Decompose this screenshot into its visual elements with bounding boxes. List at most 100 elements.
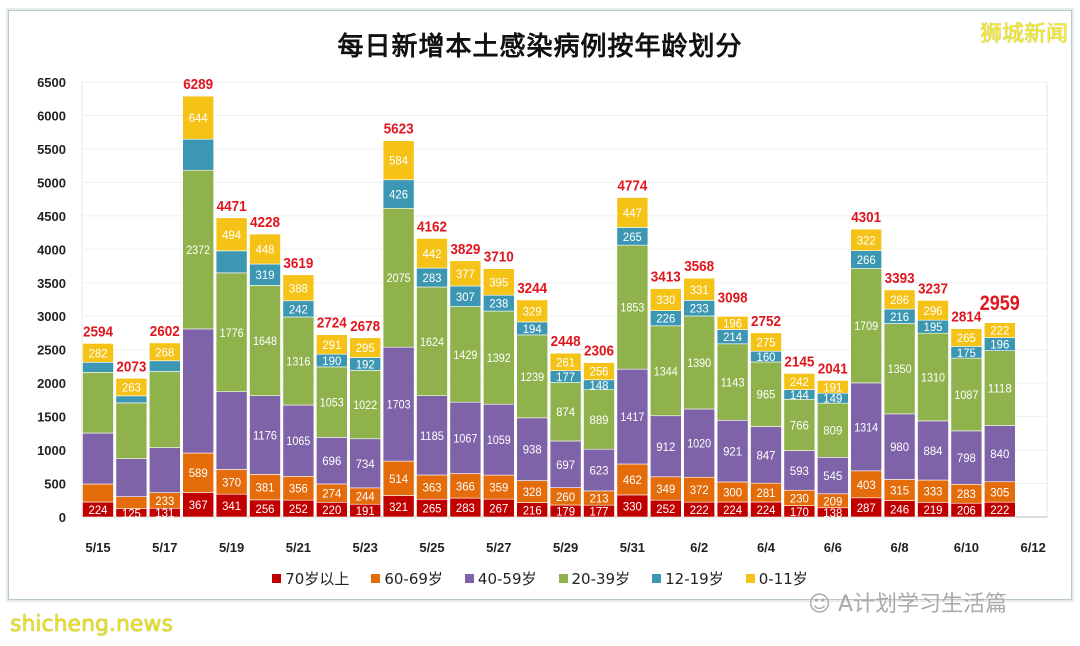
bar-segment [917, 300, 949, 321]
bar-segment [549, 352, 582, 371]
legend-swatch [652, 574, 662, 583]
bar-segment [215, 217, 248, 252]
segment-label: 349 [656, 482, 675, 496]
bar-segment [750, 361, 782, 427]
bar-segment [649, 325, 682, 417]
segment-label: 921 [723, 445, 742, 459]
segment-label: 330 [656, 293, 675, 307]
segment-label: 216 [523, 503, 542, 517]
bar-segment [215, 391, 248, 470]
y-tick-label: 4000 [37, 242, 66, 257]
legend-item: 60-69岁 [371, 568, 443, 589]
segment-label: 214 [723, 330, 742, 344]
total-label: 3568 [684, 258, 714, 275]
segment-label: 644 [189, 111, 208, 125]
segment-label: 1392 [487, 351, 511, 365]
bar-segment [182, 328, 214, 454]
segment-label: 175 [957, 346, 976, 360]
total-label: 4774 [617, 178, 648, 195]
bar-segment [282, 316, 315, 406]
segment-label: 295 [356, 341, 375, 355]
segment-label: 265 [423, 502, 442, 516]
total-label: 3413 [651, 269, 681, 286]
segment-label: 268 [155, 345, 174, 359]
segment-label: 246 [890, 502, 909, 516]
segment-label: 191 [823, 380, 842, 394]
segment-label: 226 [656, 312, 675, 326]
bar-segment [182, 95, 214, 140]
total-label: 2602 [150, 323, 180, 340]
y-tick-label: 6000 [37, 108, 66, 123]
bar-segment [416, 238, 448, 269]
segment-label: 220 [322, 503, 341, 517]
bar-segment [315, 437, 348, 485]
total-label: 5623 [384, 121, 414, 138]
bar-segment [683, 315, 716, 410]
watermark-wechat: ☺ A计划学习生活篇 [808, 586, 1007, 618]
x-tick-label: 6/10 [954, 540, 979, 555]
x-tick-label: 5/15 [85, 540, 110, 555]
bar-segment [149, 447, 181, 493]
segment-label: 144 [790, 388, 809, 402]
segment-label: 328 [523, 485, 542, 499]
bar-segment [282, 404, 315, 477]
segment-label: 1350 [888, 362, 912, 376]
bar-segment [182, 492, 214, 518]
segment-label: 283 [957, 487, 976, 501]
y-tick-label: 4500 [37, 209, 66, 224]
bar-segment [816, 380, 849, 394]
segment-label: 912 [656, 440, 675, 454]
segment-label: 1390 [687, 356, 711, 370]
bar-segment [215, 250, 248, 274]
x-tick-label: 5/17 [152, 540, 177, 555]
segment-label: 331 [690, 283, 709, 297]
segment-label: 623 [590, 464, 609, 478]
total-label: 4228 [250, 214, 280, 231]
total-label: 2752 [751, 313, 781, 330]
segment-label: 282 [89, 346, 108, 360]
total-label: 3619 [283, 255, 313, 272]
bar-segment [149, 360, 181, 372]
segment-label: 1314 [854, 420, 878, 434]
segment-label: 224 [89, 503, 108, 517]
bar-segment [149, 342, 181, 362]
x-tick-label: 5/27 [486, 540, 511, 555]
bar-segment [182, 169, 214, 330]
segment-label: 191 [356, 504, 375, 518]
segment-label: 131 [155, 506, 174, 520]
segment-label: 1429 [453, 348, 477, 362]
segment-label: 388 [289, 281, 308, 295]
total-label: 6289 [183, 76, 213, 93]
segment-label: 265 [623, 230, 642, 244]
segment-label: 333 [924, 485, 943, 499]
bar-segment [549, 440, 582, 488]
bar-segment [149, 371, 181, 448]
total-label: 2594 [83, 323, 114, 340]
bar-segment [482, 268, 515, 296]
bar-segment [750, 332, 782, 352]
x-tick-label: 5/21 [286, 540, 311, 555]
x-tick-label: 6/4 [757, 540, 776, 555]
bar-segment [716, 316, 749, 330]
segment-label: 321 [389, 500, 408, 514]
bar-segment [850, 382, 883, 472]
x-tick-label: 6/6 [824, 540, 842, 555]
segment-label: 696 [322, 454, 341, 468]
total-label: 2073 [116, 358, 146, 375]
bar-segment [950, 357, 983, 432]
segment-label: 1624 [420, 335, 444, 349]
segment-label: 261 [556, 355, 575, 369]
segment-label: 1709 [854, 319, 878, 333]
segment-label: 798 [957, 451, 976, 465]
total-label: 2724 [317, 315, 348, 332]
y-tick-label: 2500 [37, 343, 66, 358]
total-label: 2041 [818, 360, 848, 377]
y-tick-label: 1000 [37, 443, 66, 458]
segment-label: 224 [723, 503, 742, 517]
segment-label: 305 [990, 485, 1009, 499]
segment-label: 874 [556, 405, 575, 419]
segment-label: 330 [623, 499, 642, 513]
wechat-icon: ☺ [808, 592, 831, 617]
bar-segment [683, 408, 716, 478]
